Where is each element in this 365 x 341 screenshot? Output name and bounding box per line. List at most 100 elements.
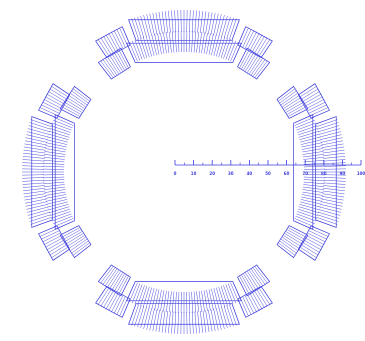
conductor-line xyxy=(43,184,65,187)
conductor-line xyxy=(287,227,307,238)
conductor-line xyxy=(68,237,86,250)
conductor-line xyxy=(317,214,339,222)
conductor-line xyxy=(285,101,305,113)
conductor-line xyxy=(154,34,160,55)
conductor-line xyxy=(189,311,191,334)
conductor-line xyxy=(51,246,69,259)
conductor-line xyxy=(168,311,171,334)
conductor-line xyxy=(307,232,326,243)
conductor-line xyxy=(48,91,66,102)
conductor-line xyxy=(30,119,52,127)
conductor-line xyxy=(38,225,58,234)
conductor-line xyxy=(48,206,70,213)
conductor-line xyxy=(131,304,139,326)
scale-tick-label: 90 xyxy=(340,171,346,176)
conductor-line xyxy=(103,290,114,308)
inner-block-side-b xyxy=(59,85,92,119)
conductor-line xyxy=(27,131,49,138)
conductor-line xyxy=(308,230,328,240)
conductor-line xyxy=(23,152,45,156)
conductor-line xyxy=(302,148,324,153)
conductor-line xyxy=(231,19,240,41)
conductor-line xyxy=(301,142,322,148)
conductor-line xyxy=(239,49,250,69)
conductor-line xyxy=(61,227,81,238)
conductor-line xyxy=(231,303,240,325)
conductor-line xyxy=(296,122,317,131)
conductor-line xyxy=(221,15,228,38)
conductor-line xyxy=(134,305,142,327)
conductor-line xyxy=(22,156,45,159)
conductor-line xyxy=(69,92,88,106)
conductor-line xyxy=(39,228,59,237)
conductor-line xyxy=(321,140,344,146)
conductor-line xyxy=(143,36,150,58)
conductor-line xyxy=(216,14,222,36)
conductor-line xyxy=(323,159,346,162)
conductor-line xyxy=(284,99,303,111)
conductor-line xyxy=(322,193,345,198)
conductor-line xyxy=(105,34,117,53)
conductor-line xyxy=(278,88,296,102)
conductor-line xyxy=(315,116,337,125)
conductor-line xyxy=(115,50,127,70)
conductor-line xyxy=(74,86,92,100)
conductor-line xyxy=(193,291,197,313)
conductor-line xyxy=(111,31,121,50)
conductor-line xyxy=(45,194,67,199)
conductor-line xyxy=(322,146,345,151)
conductor-line xyxy=(299,246,317,259)
conductor-line xyxy=(24,143,47,148)
conductor-line xyxy=(318,125,340,133)
conductor-line xyxy=(51,122,72,131)
conductor-line xyxy=(243,51,255,71)
conductor-line xyxy=(95,40,108,58)
conductor-line xyxy=(23,190,46,195)
conductor-line xyxy=(51,85,69,98)
conductor-line xyxy=(203,290,208,312)
conductor-line xyxy=(62,103,82,115)
conductor-line xyxy=(258,287,271,305)
conductor-line xyxy=(102,59,116,77)
scale-tick-label: 100 xyxy=(357,171,365,176)
conductor-line xyxy=(321,143,344,148)
conductor-line xyxy=(249,293,260,311)
conductor-line xyxy=(218,15,225,37)
conductor-line xyxy=(49,208,70,216)
conductor-line xyxy=(301,244,319,256)
conductor-line xyxy=(163,290,167,312)
conductor-line xyxy=(43,157,65,160)
conductor-line xyxy=(223,38,231,59)
conductor-line xyxy=(223,285,231,306)
conductor-line xyxy=(22,182,45,185)
conductor-line xyxy=(134,284,143,305)
conductor-line xyxy=(210,309,216,332)
conductor-line xyxy=(191,311,194,334)
conductor-line xyxy=(247,271,259,290)
conductor-line xyxy=(323,177,346,179)
conductor-line xyxy=(254,290,265,308)
conductor-line xyxy=(111,272,123,291)
conductor-line xyxy=(47,201,68,208)
conductor-line xyxy=(279,90,297,104)
conductor-line xyxy=(201,290,205,312)
conductor-line xyxy=(323,152,345,156)
conductor-line xyxy=(260,40,273,58)
conductor-line xyxy=(31,116,53,125)
conductor-line xyxy=(53,117,74,126)
conductor-line xyxy=(115,274,127,294)
conductor-line xyxy=(97,39,110,57)
conductor-line xyxy=(49,244,67,256)
coil-sector-right xyxy=(276,83,346,261)
conductor-line xyxy=(38,110,58,119)
conductor-line xyxy=(189,10,191,33)
conductor-line xyxy=(49,88,67,100)
conductor-line xyxy=(203,32,208,54)
inner-block-centre xyxy=(293,114,325,230)
scale-tick-label: 50 xyxy=(265,171,271,176)
conductor-line xyxy=(240,297,249,317)
conductor-line xyxy=(43,176,65,179)
conductor-line xyxy=(44,154,65,158)
conductor-line xyxy=(63,231,83,243)
conductor-line xyxy=(102,267,116,285)
